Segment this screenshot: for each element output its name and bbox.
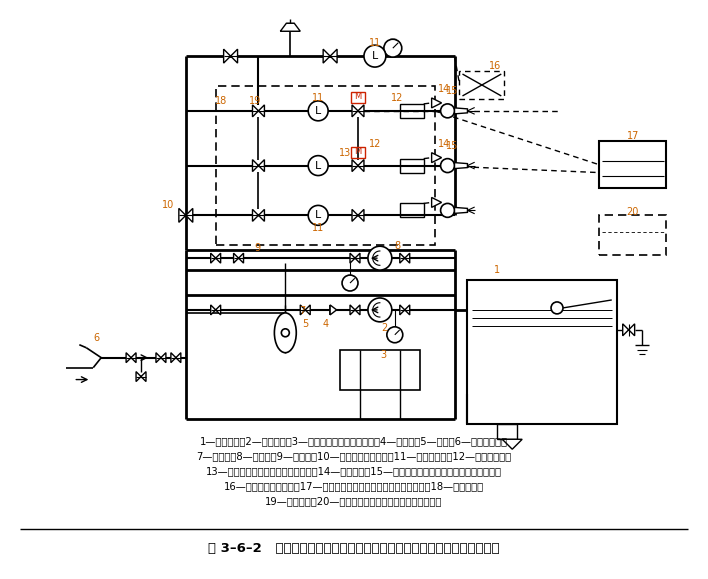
Polygon shape [253,160,264,171]
Text: 1—消防水池；2—消防水泵；3—消防水泵／稳压泵控制柜；4—止回阀；5—闸阀；6—水泵接合器；: 1—消防水池；2—消防水泵；3—消防水泵／稳压泵控制柜；4—止回阀；5—闸阀；6… [200,437,508,446]
Circle shape [384,39,401,57]
Bar [351,146,365,157]
Bar [400,203,423,217]
Polygon shape [432,98,442,108]
Text: 15: 15 [446,141,459,151]
Circle shape [364,45,386,67]
Text: 5: 5 [302,319,309,329]
Bar [351,92,365,103]
Polygon shape [400,305,410,315]
Text: 8: 8 [395,241,401,251]
Bar [599,141,666,189]
Text: 19: 19 [249,96,261,106]
Polygon shape [253,105,264,117]
Text: 7—气压罐；8—稳压泵；9—水压阀；10—检修阀（信号鄀）；11—水流指示器；12—控制模块箱；: 7—气压罐；8—稳压泵；9—水压阀；10—检修阀（信号鄀）；11—水流指示器；1… [196,451,512,461]
Polygon shape [179,208,193,222]
Circle shape [368,246,392,270]
Text: 13—自动控制鄀（电磁鄀或电动鄀）；14—探测装置；15—自动消防炮／喷射型自动射流灯火装置；: 13—自动控制鄀（电磁鄀或电动鄀）；14—探测装置；15—自动消防炮／喷射型自动… [206,466,502,476]
Circle shape [308,206,328,225]
Text: 12: 12 [369,139,381,149]
Text: 12: 12 [391,93,403,103]
Polygon shape [455,108,467,114]
Bar [400,159,423,173]
Polygon shape [330,305,336,315]
Text: 16: 16 [489,61,501,71]
Polygon shape [300,305,310,315]
Circle shape [308,156,328,175]
Text: 14: 14 [438,84,451,94]
Text: 11: 11 [312,223,324,233]
Polygon shape [136,372,146,382]
Text: 4: 4 [322,319,329,329]
Text: M: M [355,93,362,101]
Polygon shape [502,439,523,449]
Polygon shape [211,305,221,315]
Polygon shape [211,253,221,263]
Polygon shape [432,153,442,163]
Text: 2: 2 [382,323,388,333]
Polygon shape [350,253,360,263]
Bar [400,104,423,118]
Polygon shape [224,49,238,63]
Text: 18: 18 [215,96,227,106]
Text: 11: 11 [369,38,381,48]
Text: L: L [372,51,378,61]
Polygon shape [126,353,136,362]
Text: L: L [315,160,321,171]
Bar [497,424,518,439]
Circle shape [308,101,328,121]
Polygon shape [352,105,364,117]
Bar [599,215,666,255]
Polygon shape [253,210,264,221]
Bar [216,86,435,245]
Circle shape [368,298,392,322]
Text: 7: 7 [299,306,305,316]
Text: L: L [315,106,321,116]
Polygon shape [323,49,337,63]
Text: L: L [315,210,321,221]
Text: 17: 17 [627,131,639,141]
Polygon shape [280,23,300,31]
Circle shape [281,329,290,337]
Polygon shape [623,324,634,336]
Text: 16—模拟末端试水装置；17—控制装置（控制主机、现场控制筱等）；18—供水管网；: 16—模拟末端试水装置；17—控制装置（控制主机、现场控制筱等）；18—供水管网… [224,481,484,491]
Circle shape [440,159,455,173]
Text: 6: 6 [93,333,99,343]
Circle shape [342,275,358,291]
Polygon shape [171,353,181,362]
Bar [467,280,617,424]
Polygon shape [455,163,467,168]
Ellipse shape [275,313,296,353]
Text: 14: 14 [438,139,451,149]
Circle shape [440,203,455,217]
Text: 11: 11 [312,93,324,103]
Bar [459,71,504,99]
Polygon shape [352,160,364,171]
Polygon shape [400,253,410,263]
Text: 15: 15 [446,86,459,96]
Text: 图 3–6–2   自动消防炮灯火系统／喷射型自动射流灯火系统基本组成示意图: 图 3–6–2 自动消防炮灯火系统／喷射型自动射流灯火系统基本组成示意图 [208,542,500,555]
Text: 3: 3 [380,350,386,360]
Polygon shape [455,207,467,214]
Polygon shape [432,197,442,207]
Text: 9: 9 [254,243,261,253]
Circle shape [387,327,403,343]
Text: 13: 13 [339,148,351,157]
Circle shape [440,104,455,118]
Polygon shape [234,253,244,263]
Text: 20: 20 [627,207,639,217]
Text: 19—供水支管；20—联动控制器（或自动报警系统主机）。: 19—供水支管；20—联动控制器（或自动报警系统主机）。 [266,496,442,506]
Text: 10: 10 [161,200,174,210]
Bar [340,350,420,390]
Circle shape [551,302,563,314]
Polygon shape [156,353,166,362]
Polygon shape [350,305,360,315]
Text: 1: 1 [494,265,501,275]
Polygon shape [352,210,364,221]
Text: M: M [355,147,362,156]
